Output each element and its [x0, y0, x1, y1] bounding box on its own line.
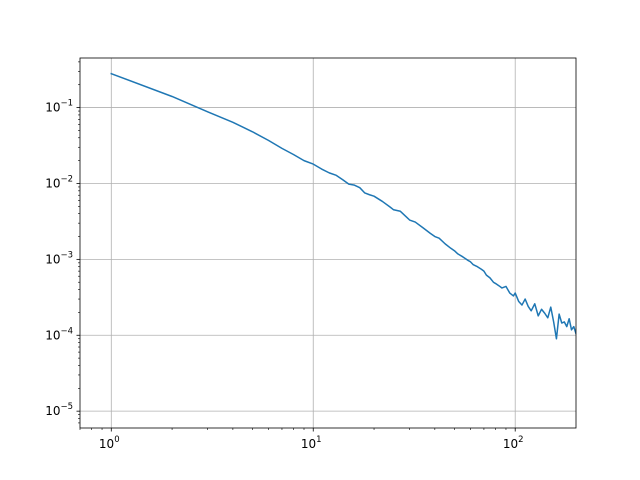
series-line-0 — [110, 72, 576, 340]
y-tick-base: 10 — [45, 176, 60, 190]
y-tick-base: 10 — [45, 252, 60, 266]
y-tick-label: 10−5 — [45, 402, 73, 418]
x-tick-base: 10 — [301, 437, 316, 451]
series-layer — [110, 72, 576, 340]
y-tick-exponent: −2 — [60, 174, 73, 184]
x-tick-label: 101 — [301, 435, 322, 451]
y-tick-base: 10 — [45, 101, 60, 115]
y-tick-label: 10−2 — [45, 174, 73, 190]
y-tick-exponent: −3 — [60, 250, 73, 260]
y-tick-exponent: −5 — [60, 402, 73, 412]
x-tick-exponent: 0 — [114, 435, 119, 445]
y-tick-label: 10−3 — [45, 250, 73, 266]
grid-layer — [80, 58, 576, 428]
x-tick-base: 10 — [503, 437, 518, 451]
x-tick-exponent: 2 — [518, 435, 523, 445]
plot-area — [80, 58, 576, 428]
y-tick-label: 10−4 — [45, 326, 73, 342]
y-tick-exponent: −1 — [60, 99, 73, 109]
y-tick-label: 10−1 — [45, 99, 73, 115]
x-tick-label: 100 — [99, 435, 120, 451]
tick-layer — [76, 61, 516, 432]
y-tick-exponent: −4 — [60, 326, 73, 336]
y-tick-base: 10 — [45, 328, 60, 342]
plot-frame — [79, 57, 577, 429]
x-tick-exponent: 1 — [316, 435, 321, 445]
x-tick-label: 102 — [503, 435, 524, 451]
x-tick-base: 10 — [99, 437, 114, 451]
y-tick-base: 10 — [45, 404, 60, 418]
